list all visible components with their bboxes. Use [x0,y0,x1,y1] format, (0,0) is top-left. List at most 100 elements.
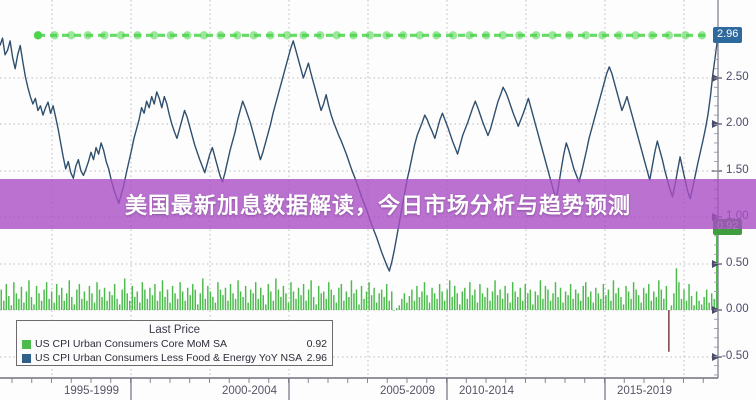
mom-bar [693,305,695,310]
mom-bar [683,289,685,310]
y-tick-label-0-00: 0.00 [726,303,749,315]
mom-bar [197,304,199,310]
mom-bar [217,282,219,310]
mom-bar [18,298,20,310]
mom-bar [267,284,270,310]
mom-bar [539,280,542,310]
mom-bar [527,293,529,310]
mom-bar [403,293,406,310]
mom-bar [123,278,126,310]
mom-bar [287,302,290,310]
mom-bar [270,291,272,310]
legend-value-core-mom: 0.92 [306,337,327,350]
mom-bar [10,305,13,310]
mom-bar [186,287,189,310]
mom-bar [33,304,35,310]
mom-bar [610,300,612,310]
mom-bar [239,291,242,310]
mom-bar [106,300,108,310]
mom-bar [522,300,524,310]
mom-bar [58,295,60,310]
mom-bar [151,295,154,310]
mom-bar [146,298,149,310]
mom-bar [78,284,81,310]
mom-bar [602,284,605,310]
mom-bar [55,284,58,310]
mom-bar [607,289,610,310]
mom-bar [73,304,76,310]
headline-text: 美国最新加息数据解读，今日市场分析与趋势预测 [124,194,631,219]
mom-bar [421,291,423,310]
mom-bar [242,297,244,310]
mom-bar [544,285,547,310]
mom-bar [169,302,171,310]
mom-bar [673,293,675,310]
mom-bar [86,300,88,310]
mom-bar [499,289,501,310]
mom-bar [615,293,617,310]
x-tick-label-2015-2019: 2015-2019 [617,385,672,397]
mom-bar [590,291,592,310]
mom-bar [532,304,534,310]
mom-bar [469,282,471,310]
mom-bar [23,302,25,310]
mom-bar [43,289,45,310]
mom-bar [630,298,632,310]
mom-bar [370,295,373,310]
mom-bar [461,291,464,310]
mom-bar [514,291,516,310]
mom-bar [300,295,302,310]
mom-bar [181,291,184,310]
mom-bar [348,297,350,310]
mom-bar [136,291,139,310]
mom-bar [645,293,647,310]
mom-bar [121,289,123,310]
mom-bar [587,297,589,310]
mom-bar [229,284,232,310]
mom-bar [637,295,640,310]
mom-bar [509,302,511,310]
mom-bar [129,300,131,310]
mom-bar [30,297,33,310]
mom-bar [496,295,499,310]
legend-label-core-mom: US CPI Urban Consumers Core MoM SA [35,337,227,350]
mom-bar [166,289,169,310]
mom-bar [280,297,282,310]
mom-bar [627,291,630,310]
legend-row-core-mom[interactable]: US CPI Urban Consumers Core MoM SA 0.92 [22,337,327,351]
mom-bar [176,298,179,310]
mom-bar [63,300,65,310]
mom-bar [559,287,562,310]
mom-bar [688,284,690,310]
mom-bar [0,289,2,310]
mom-bar [164,297,166,310]
x-tick-label-2010-2014: 2010-2014 [459,385,514,397]
mom-bar [393,310,395,311]
mom-bar [529,289,532,310]
legend-row-yoy-nsa[interactable]: US CPI Urban Consumers Less Food & Energ… [22,351,327,365]
mom-bar [597,293,600,310]
mom-bar [592,302,595,310]
mom-bar [161,280,164,310]
mom-bar [585,282,587,310]
legend-swatch-green [22,339,31,349]
mom-bar [310,280,312,310]
mom-bar [406,302,408,310]
mom-bar [224,287,227,310]
mom-bar [184,300,186,310]
mom-bar [249,289,252,310]
mom-bar [232,293,234,310]
mom-bar [139,302,141,310]
mom-bar [670,305,673,310]
mom-bar [353,293,355,310]
mom-bar [547,289,549,310]
mom-bar [705,289,708,310]
mom-bar [700,304,703,310]
mom-bar [713,298,715,310]
mom-bar [192,284,194,310]
mom-bar [443,300,446,310]
mom-bar [562,302,564,310]
mom-bar [423,282,426,310]
mom-bar [678,282,680,310]
mom-bar [665,285,668,310]
